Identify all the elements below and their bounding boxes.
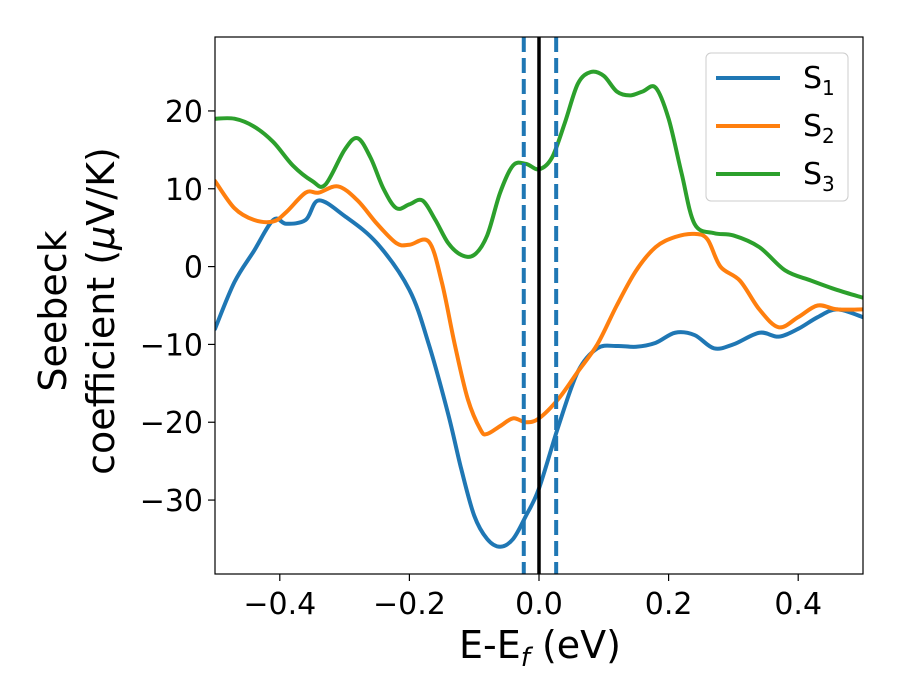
y-axis-title-line2-head: coefficient ( bbox=[79, 250, 123, 475]
y-tick-label: 0 bbox=[184, 251, 203, 286]
y-tick-label: −30 bbox=[140, 484, 203, 519]
y-axis-title-mu: μ bbox=[79, 226, 123, 251]
legend: S1 S2 S3 bbox=[705, 52, 849, 202]
y-axis-title-line2-tail: V/K) bbox=[79, 147, 123, 226]
x-tick-label: 0.0 bbox=[515, 587, 563, 622]
x-axis-title: E-Ef (eV) bbox=[459, 623, 621, 673]
y-tick-label: −10 bbox=[140, 328, 203, 363]
x-axis-title-tail: (eV) bbox=[530, 623, 621, 667]
series-layer bbox=[215, 69, 863, 549]
y-axis-title: Seebeck coefficient (μV/K) bbox=[31, 147, 123, 475]
y-axis-title-line2: coefficient (μV/K) bbox=[79, 147, 123, 475]
y-axis-title-line1: Seebeck bbox=[31, 230, 75, 391]
series-line-s2 bbox=[215, 178, 863, 437]
legend-label-s2: S2 bbox=[803, 109, 835, 148]
y-tick-label: −20 bbox=[140, 406, 203, 441]
legend-label-s1: S1 bbox=[803, 61, 835, 100]
series-line-s1 bbox=[215, 198, 863, 549]
x-axis-title-base: E-E bbox=[459, 623, 521, 667]
x-tick-label: 0.2 bbox=[645, 587, 693, 622]
x-axis-ticks: −0.4 −0.2 0.0 0.2 0.4 bbox=[243, 574, 822, 622]
series-line-s3 bbox=[215, 69, 863, 300]
y-tick-label: 20 bbox=[165, 95, 203, 130]
x-tick-label: 0.4 bbox=[774, 587, 822, 622]
x-tick-label: −0.4 bbox=[243, 587, 316, 622]
y-axis-ticks: −30 −20 −10 0 10 20 bbox=[140, 95, 215, 519]
y-tick-label: 10 bbox=[165, 173, 203, 208]
legend-items: S1 S2 S3 bbox=[716, 61, 835, 196]
x-tick-label: −0.2 bbox=[373, 587, 446, 622]
legend-label-s3: S3 bbox=[803, 157, 835, 196]
vline-layer bbox=[521, 37, 559, 574]
